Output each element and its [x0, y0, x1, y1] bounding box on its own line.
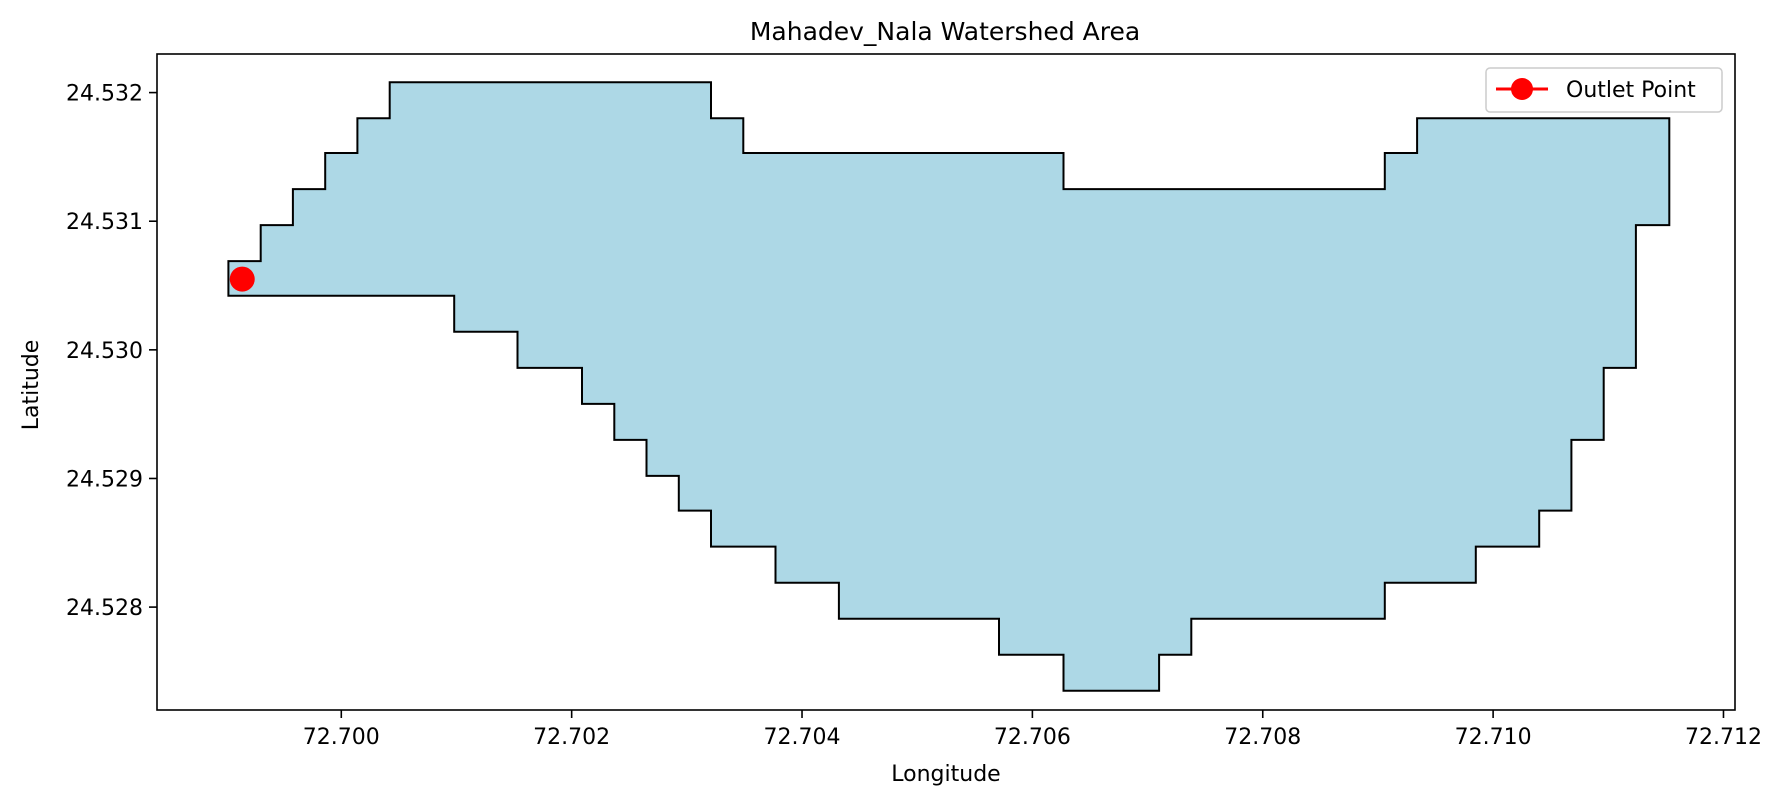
y-tick-label: 24.531: [66, 210, 143, 235]
outlet-point-marker: [229, 266, 255, 292]
x-tick-label: 72.712: [1685, 725, 1762, 750]
plot-frame: [156, 53, 1736, 711]
map-title: Mahadev_Nala Watershed Area: [750, 17, 1140, 46]
y-axis-ticks: 24.528 24.529 24.530 24.531 24.532: [66, 82, 157, 621]
x-tick-label: 72.704: [764, 725, 841, 750]
x-tick-label: 72.702: [533, 725, 610, 750]
x-tick-label: 72.706: [994, 725, 1071, 750]
x-axis-label: Longitude: [891, 762, 1000, 787]
x-tick-label: 72.708: [1224, 725, 1301, 750]
x-tick-label: 72.710: [1455, 725, 1532, 750]
x-axis-ticks: 72.700 72.702 72.704 72.706 72.708 72.710 72.7…: [303, 710, 1762, 750]
y-tick-label: 24.532: [66, 82, 143, 107]
legend-outlet-label: Outlet Point: [1566, 78, 1696, 103]
y-tick-label: 24.529: [66, 467, 143, 492]
y-tick-label: 24.528: [66, 596, 143, 621]
y-axis-label: Latitude: [19, 340, 44, 431]
x-tick-label: 72.700: [303, 725, 380, 750]
y-tick-label: 24.530: [66, 339, 143, 364]
legend-box: [1485, 67, 1723, 113]
watershed-polygon: [227, 81, 1671, 692]
legend-outlet-marker: [1511, 78, 1533, 100]
legend: Outlet Point: [1485, 67, 1723, 113]
